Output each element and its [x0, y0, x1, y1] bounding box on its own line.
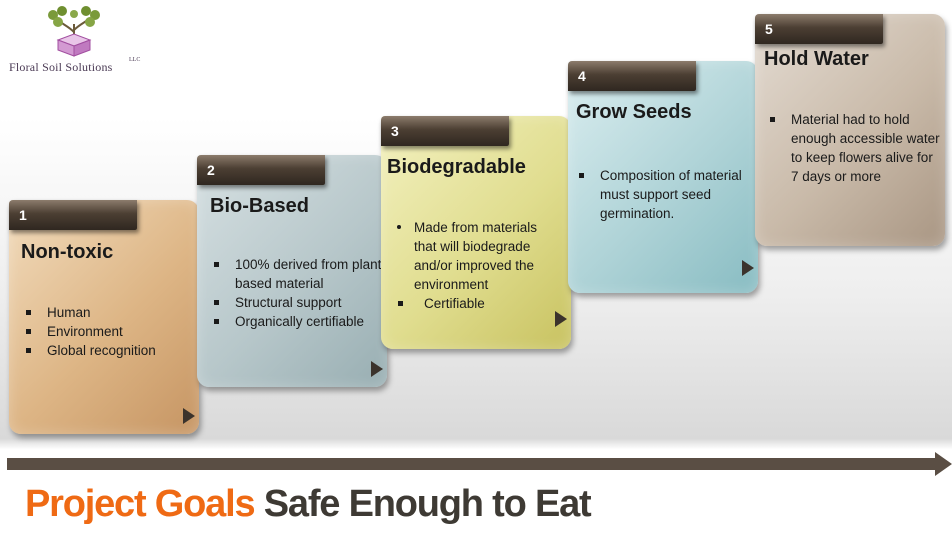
step-number-tab: 5 [755, 14, 883, 44]
play-arrow-icon [183, 408, 195, 424]
floral-box-logo-icon [48, 6, 100, 57]
list-item: Structural support [209, 293, 385, 312]
step-title: Hold Water [764, 48, 869, 70]
step-card-biodegradable: 3 Biodegradable Made from materials that… [381, 116, 571, 349]
logo-suffix: LLC [129, 57, 141, 63]
step-number-tab: 3 [381, 116, 509, 146]
step-title: Biodegradable [387, 156, 526, 178]
list-item: Made from materials that will biodegrade… [393, 218, 558, 294]
list-item: Certifiable [393, 294, 558, 313]
timeline-arrow [7, 452, 952, 476]
list-item: Global recognition [21, 341, 196, 360]
step-number-tab: 2 [197, 155, 325, 185]
list-item: Human [21, 303, 196, 322]
step-bullet-list: Material had to hold enough accessible w… [765, 110, 940, 186]
list-item: 100% derived from plant based material [209, 255, 385, 293]
play-arrow-icon [742, 260, 754, 276]
step-card-grow-seeds: 4 Grow Seeds Composition of material mus… [568, 61, 758, 293]
step-bullet-list: 100% derived from plant based material S… [209, 255, 385, 331]
play-arrow-icon [555, 311, 567, 327]
step-number-tab: 1 [9, 200, 137, 230]
headline-rest: Safe Enough to Eat [263, 483, 592, 525]
step-bullet-list: Composition of material must support see… [574, 166, 754, 223]
step-number-tab: 4 [568, 61, 696, 91]
step-bullet-list: Human Environment Global recognition [21, 303, 196, 360]
company-logo: Floral Soil Solutions LLC [0, 0, 150, 98]
step-card-hold-water: 5 Hold Water Material had to hold enough… [755, 14, 945, 246]
step-title: Bio-Based [210, 195, 309, 217]
step-card-non-toxic: 1 Non-toxic Human Environment Global rec… [9, 200, 199, 434]
list-item: Material had to hold enough accessible w… [765, 110, 940, 186]
list-item: Composition of material must support see… [574, 166, 754, 223]
play-arrow-icon [371, 361, 383, 377]
headline-accent: Project Goals [25, 483, 256, 525]
step-bullet-list: Made from materials that will biodegrade… [393, 218, 558, 313]
step-title: Non-toxic [21, 241, 114, 263]
logo-wordmark: Floral Soil Solutions [9, 60, 113, 74]
list-item: Environment [21, 322, 196, 341]
page-headline: Project Goals Safe Enough to Eat [25, 483, 592, 526]
step-title: Grow Seeds [576, 101, 692, 123]
list-item: Organically certifiable [209, 312, 385, 331]
step-card-bio-based: 2 Bio-Based 100% derived from plant base… [197, 155, 387, 387]
